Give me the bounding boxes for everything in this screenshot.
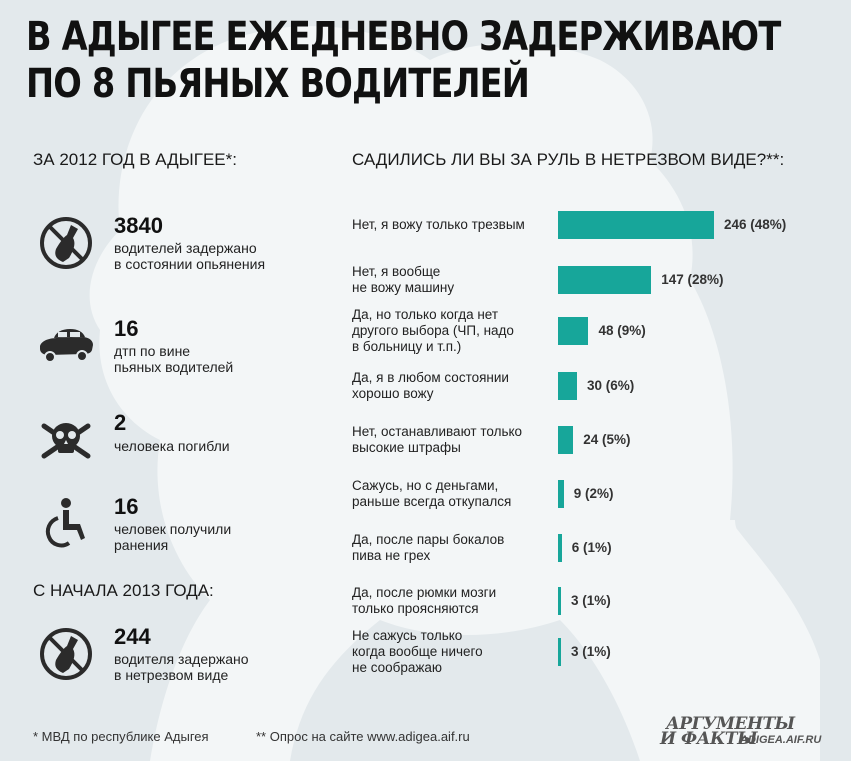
aif-logo: АРГУМЕНТЫ И ФАКТЫ ADIGEA.AIF.RU bbox=[660, 714, 840, 750]
survey-answer-label: Да, я в любом состоянии хорошо вожу bbox=[352, 370, 557, 402]
survey-row: Нет, останавливают только высокие штрафы 2… bbox=[344, 420, 834, 470]
survey-value-label: 6 (1%) bbox=[571, 540, 612, 555]
stat-killed-2012: 2 человека погибли bbox=[36, 410, 326, 480]
survey-answer-line: пива не грех bbox=[352, 548, 431, 563]
stat-number: 16 bbox=[114, 494, 139, 519]
survey-answer-line: только проясняются bbox=[352, 601, 479, 616]
wheelchair-icon bbox=[45, 498, 85, 548]
stat-desc-line: водителя задержано bbox=[114, 651, 249, 667]
stat-desc-line: в нетрезвом виде bbox=[114, 667, 229, 683]
survey-bar bbox=[558, 638, 561, 666]
survey-row: Да, но только когда нет другого выбора (Ч… bbox=[344, 307, 834, 361]
survey-answer-label: Да, после пары бокалов пива не грех bbox=[352, 532, 557, 564]
survey-value-label: 147 (28%) bbox=[661, 272, 724, 287]
survey-answer-line: в больницу и т.п.) bbox=[352, 339, 462, 354]
survey-value-label: 30 (6%) bbox=[587, 378, 635, 393]
survey-value-label: 9 (2%) bbox=[573, 486, 614, 501]
stat-number: 3840 bbox=[114, 213, 163, 238]
stat-number: 16 bbox=[114, 316, 139, 341]
heading-2012: ЗА 2012 ГОД В АДЫГЕЕ*: bbox=[33, 150, 237, 169]
stat-desc-line: человека погибли bbox=[114, 438, 230, 454]
survey-answer-line: Да, после рюмки мозги bbox=[352, 585, 497, 600]
survey-answer-line: Сажусь, но с деньгами, bbox=[352, 478, 499, 493]
survey-answer-label: Сажусь, но с деньгами, раньше всегда отку… bbox=[352, 478, 557, 510]
skull-crossbones-icon bbox=[41, 423, 91, 459]
survey-answer-line: Да, но только когда нет bbox=[352, 307, 499, 322]
stat-desc-line: дтп по вине bbox=[114, 343, 191, 359]
headline-line-1: В АДЫГЕЕ ЕЖЕДНЕВНО ЗАДЕРЖИВАЮТ bbox=[26, 14, 781, 60]
stat-injured-2012: 16 человек получили ранения bbox=[36, 494, 326, 564]
headline-line-2: ПО 8 ПЬЯНЫХ ВОДИТЕЛЕЙ bbox=[26, 61, 530, 107]
no-bottle-icon bbox=[40, 217, 92, 269]
survey-row: Сажусь, но с деньгами, раньше всегда отку… bbox=[344, 474, 834, 524]
heading-2013: С НАЧАЛА 2013 ГОДА: bbox=[33, 581, 214, 600]
survey-answer-line: раньше всегда откупался bbox=[352, 494, 512, 509]
survey-row: Да, после рюмки мозги только проясняются 3… bbox=[344, 581, 834, 631]
survey-value-label: 3 (1%) bbox=[571, 593, 611, 608]
survey-bar bbox=[558, 372, 578, 400]
stat-number: 2 bbox=[114, 410, 127, 435]
survey-answer-line: Нет, я вообще bbox=[352, 264, 441, 279]
survey-answer-line: Нет, я вожу только трезвым bbox=[352, 217, 525, 232]
stat-detained-2013: 244 водителя задержано в нетрезвом виде bbox=[36, 624, 326, 694]
survey-answer-line: Да, после пары бокалов bbox=[352, 532, 505, 547]
logo-line-1: АРГУМЕНТЫ bbox=[666, 714, 795, 734]
logo-site: ADIGEA.AIF.RU bbox=[740, 734, 822, 746]
survey-heading: САДИЛИСЬ ЛИ ВЫ ЗА РУЛЬ В НЕТРЕЗВОМ ВИДЕ?… bbox=[352, 150, 785, 169]
survey-answer-line: Не сажусь только bbox=[352, 628, 463, 643]
survey-answer-line: Да, я в любом состоянии bbox=[352, 370, 509, 385]
survey-answer-label: Да, но только когда нет другого выбора (Ч… bbox=[352, 307, 557, 355]
stat-number: 244 bbox=[114, 624, 151, 649]
stat-desc-line: в состоянии опьянения bbox=[114, 256, 266, 272]
survey-answer-line: Нет, останавливают только bbox=[352, 424, 523, 439]
stat-description: человека погибли bbox=[114, 438, 324, 454]
survey-answer-line: хорошо вожу bbox=[352, 386, 434, 401]
survey-answer-line: не соображаю bbox=[352, 660, 443, 675]
stat-desc-line: человек получили bbox=[114, 521, 232, 537]
survey-bar bbox=[558, 266, 652, 294]
survey-bar bbox=[558, 211, 714, 239]
survey-row: Нет, я вожу только трезвым 246 (48%) bbox=[344, 205, 834, 255]
survey-bar bbox=[558, 426, 574, 454]
survey-answer-line: высокие штрафы bbox=[352, 440, 461, 455]
no-bottle-icon bbox=[40, 628, 92, 680]
stat-description: водителя задержано в нетрезвом виде bbox=[114, 651, 324, 683]
stat-detained-2012: 3840 водителей задержано в состоянии опь… bbox=[36, 213, 326, 283]
survey-value-label: 48 (9%) bbox=[598, 323, 646, 338]
survey-answer-line: когда вообще ничего bbox=[352, 644, 483, 659]
survey-row: Да, я в любом состоянии хорошо вожу 30 (6%… bbox=[344, 366, 834, 416]
survey-answer-label: Да, после рюмки мозги только проясняются bbox=[352, 585, 557, 617]
stat-desc-line: ранения bbox=[114, 537, 169, 553]
stat-desc-line: пьяных водителей bbox=[114, 359, 234, 375]
survey-answer-label: Нет, я вообще не вожу машину bbox=[352, 264, 557, 296]
footnote-poll: ** Опрос на сайте www.adigea.aif.ru bbox=[256, 729, 470, 744]
survey-answer-label: Нет, останавливают только высокие штрафы bbox=[352, 424, 557, 456]
survey-bar bbox=[558, 534, 562, 562]
survey-row: Нет, я вообще не вожу машину 147 (28%) bbox=[344, 260, 834, 310]
stat-desc-line: водителей задержано bbox=[114, 240, 257, 256]
overturned-car-icon bbox=[40, 329, 93, 363]
stat-description: дтп по вине пьяных водителей bbox=[114, 343, 324, 375]
survey-answer-label: Нет, я вожу только трезвым bbox=[352, 217, 557, 233]
headline: В АДЫГЕЕ ЕЖЕДНЕВНО ЗАДЕРЖИВАЮТ ПО 8 ПЬЯН… bbox=[26, 14, 781, 108]
survey-answer-line: не вожу машину bbox=[352, 280, 455, 295]
survey-bar bbox=[558, 317, 589, 345]
survey-bar bbox=[558, 480, 564, 508]
survey-value-label: 246 (48%) bbox=[724, 217, 787, 232]
stat-description: человек получили ранения bbox=[114, 521, 324, 553]
survey-row: Не сажусь только когда вообще ничего не со… bbox=[344, 628, 834, 682]
survey-answer-label: Не сажусь только когда вообще ничего не со… bbox=[352, 628, 557, 676]
survey-value-label: 3 (1%) bbox=[571, 644, 611, 659]
logo-line-2: И ФАКТЫ bbox=[660, 729, 758, 749]
survey-row: Да, после пары бокалов пива не грех 6 (1%) bbox=[344, 528, 834, 578]
survey-value-label: 24 (5%) bbox=[583, 432, 631, 447]
stat-accidents-2012: 16 дтп по вине пьяных водителей bbox=[36, 316, 326, 386]
stat-description: водителей задержано в состоянии опьянени… bbox=[114, 240, 324, 272]
survey-bar bbox=[558, 587, 561, 615]
survey-answer-line: другого выбора (ЧП, надо bbox=[352, 323, 514, 338]
footnote-mvd: * МВД по республике Адыгея bbox=[33, 729, 209, 744]
